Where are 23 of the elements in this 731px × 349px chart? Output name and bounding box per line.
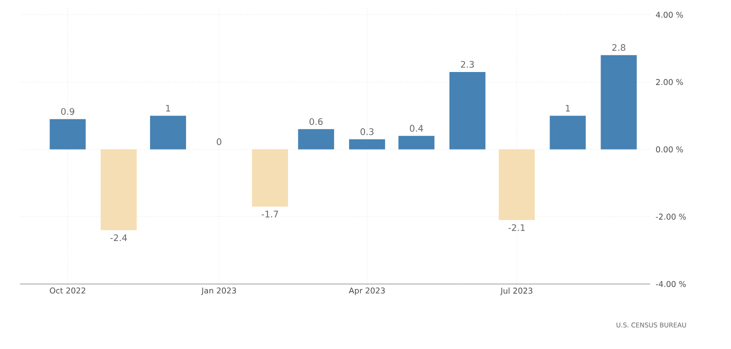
data-label: 0.6 [310,118,323,125]
data-label: 1 [166,104,170,112]
bar [150,116,186,150]
bar [449,72,486,150]
bar [550,116,586,150]
bar [298,129,334,150]
data-label: 1 [566,104,570,112]
data-label: 0 [216,138,222,146]
bar [600,55,637,150]
data-label: 2.8 [612,44,626,51]
bar [398,136,434,150]
bar [50,119,86,150]
data-label: -2.1 [508,224,525,231]
bar [252,149,288,207]
data-label: 0.4 [410,124,424,132]
data-label: -1.7 [262,210,278,218]
bar [498,149,535,220]
bar [349,139,386,150]
bar [100,149,137,230]
data-label: -2.4 [110,234,127,241]
data-label: 2.3 [460,60,474,68]
data-label: 0.9 [61,108,74,115]
data-label: 0.3 [360,128,374,136]
